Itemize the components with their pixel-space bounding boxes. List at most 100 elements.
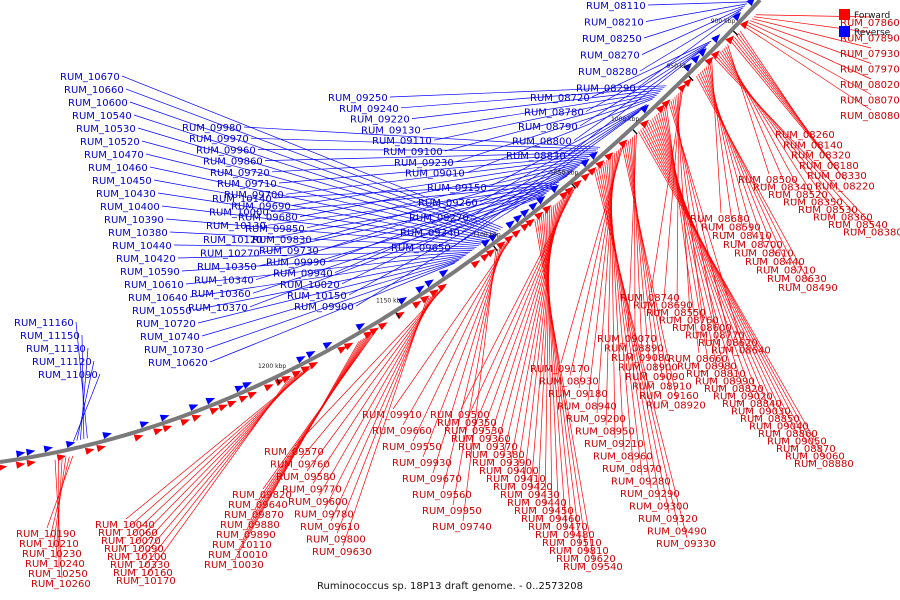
forward-gene-callout (730, 40, 847, 181)
forward-gene-label: RUM_10040 (95, 520, 155, 531)
kbp-tick-label: 1150 kbp (376, 298, 404, 305)
forward-gene-label: RUM_09480 (535, 530, 595, 541)
kbp-tick-mark (632, 129, 638, 135)
forward-gene-callout (392, 238, 512, 410)
forward-gene-label: RUM_10030 (204, 560, 264, 571)
reverse-gene-glyph (205, 397, 216, 405)
reverse-gene-callout (355, 175, 568, 307)
forward-gene-label: RUM_10110 (212, 540, 272, 551)
forward-gene-label: RUM_08380 (843, 228, 900, 239)
forward-gene-label: RUM_09490 (647, 527, 707, 538)
reverse-gene-glyph (65, 441, 76, 449)
forward-gene-label: RUM_09530 (444, 426, 504, 437)
forward-gene-label: RUM_08540 (828, 220, 888, 231)
genome-backbone (0, 0, 762, 464)
forward-callout-lines (46, 14, 875, 579)
forward-gene-callout (668, 102, 743, 345)
reverse-gene-label: RUM_10660 (64, 85, 124, 96)
forward-gene-label: RUM_08690 (633, 301, 693, 312)
forward-gene-glyph (56, 454, 67, 462)
forward-gene-glyph (725, 35, 735, 45)
reverse-gene-label: RUM_09960 (196, 145, 256, 156)
reverse-gene-label: RUM_10430 (96, 189, 156, 200)
reverse-gene-label: RUM_10440 (112, 241, 172, 252)
reverse-gene-glyph (683, 62, 692, 72)
forward-gene-callout (312, 291, 439, 484)
reverse-gene-label: RUM_10450 (92, 176, 152, 187)
forward-gene-label: RUM_09670 (402, 474, 462, 485)
reverse-gene-callout (261, 189, 551, 253)
reverse-gene-label: RUM_10270 (200, 248, 260, 259)
forward-gene-glyph (291, 370, 302, 378)
forward-gene-callout (752, 18, 872, 49)
forward-gene-glyph (363, 331, 373, 339)
forward-gene-label: RUM_09640 (228, 500, 288, 511)
forward-gene-glyph (162, 425, 173, 433)
forward-gene-glyph (263, 384, 274, 392)
forward-gene-label: RUM_08590 (701, 223, 761, 234)
forward-gene-glyph (595, 160, 605, 169)
forward-gene-callout (234, 340, 360, 560)
forward-gene-label: RUM_09350 (437, 418, 497, 429)
forward-gene-glyph (485, 249, 496, 258)
reverse-gene-glyph (424, 279, 434, 288)
reverse-gene-glyph (139, 421, 150, 429)
forward-gene-label: RUM_08710 (756, 266, 816, 277)
forward-gene-callout (624, 144, 671, 391)
reverse-gene-callout (145, 153, 490, 238)
forward-gene-label: RUM_09780 (294, 510, 354, 521)
forward-gene-callout (664, 107, 709, 361)
forward-gene-label: RUM_08680 (690, 214, 750, 225)
forward-gene-callout (530, 204, 555, 490)
forward-gene-glyph (587, 167, 597, 176)
forward-gene-callout (638, 131, 826, 459)
forward-gene-glyph (580, 172, 590, 182)
forward-gene-label: RUM_08660 (668, 354, 728, 365)
forward-gene-callout (146, 378, 290, 576)
forward-gene-callout (753, 16, 872, 33)
reverse-gene-glyph (15, 450, 26, 458)
forward-gene-label: RUM_08930 (539, 377, 599, 388)
forward-gene-callout (707, 64, 744, 231)
forward-gene-label: RUM_10100 (107, 552, 167, 563)
forward-gene-callout (422, 243, 505, 458)
reverse-gene-callout (641, 7, 744, 55)
reverse-gene-glyph (711, 34, 721, 44)
reverse-gene-label: RUM_09010 (405, 169, 465, 180)
reverse-gene-callout (197, 258, 462, 324)
forward-gene-label: RUM_08810 (686, 369, 746, 380)
forward-gene-callout (654, 116, 754, 399)
reverse-gene-label: RUM_08790 (518, 122, 578, 133)
forward-gene-callout (330, 296, 432, 522)
forward-gene-callout (598, 167, 670, 514)
forward-gene-callout (610, 156, 616, 439)
reverse-gene-callout (177, 250, 473, 259)
reverse-gene-callout (141, 140, 492, 237)
forward-gene-label: RUM_09200 (566, 414, 626, 425)
forward-gene-callout (697, 74, 799, 274)
reverse-gene-callout (153, 179, 486, 242)
forward-gene-label: RUM_09760 (270, 460, 330, 471)
forward-gene-label: RUM_10160 (113, 568, 173, 579)
reverse-gene-callout (348, 173, 570, 296)
reverse-gene-glyph (322, 341, 333, 350)
reverse-gene-callout (129, 101, 499, 232)
forward-gene-label: RUM_09820 (232, 490, 292, 501)
forward-gene-glyph (604, 152, 614, 161)
reverse-gene-callout (273, 182, 560, 199)
reverse-gene-callout (149, 166, 488, 240)
forward-gene-callout (628, 140, 657, 372)
reverse-gene-label: RUM_08780 (524, 108, 584, 119)
forward-gene-label: RUM_08360 (813, 213, 873, 224)
forward-gene-callout (699, 72, 788, 265)
forward-gene-glyph (238, 395, 249, 403)
forward-gene-label: RUM_08770 (685, 331, 745, 342)
forward-gene-callout (632, 137, 643, 353)
forward-gene-callout (54, 459, 63, 579)
forward-gene-label: RUM_09030 (731, 407, 791, 418)
forward-gene-callout (324, 294, 434, 509)
reverse-gene-label: RUM_08270 (580, 51, 640, 62)
reverse-gene-callout (137, 127, 495, 235)
reverse-gene-label: RUM_10000 (209, 208, 269, 219)
forward-gene-label: RUM_09740 (432, 522, 492, 533)
